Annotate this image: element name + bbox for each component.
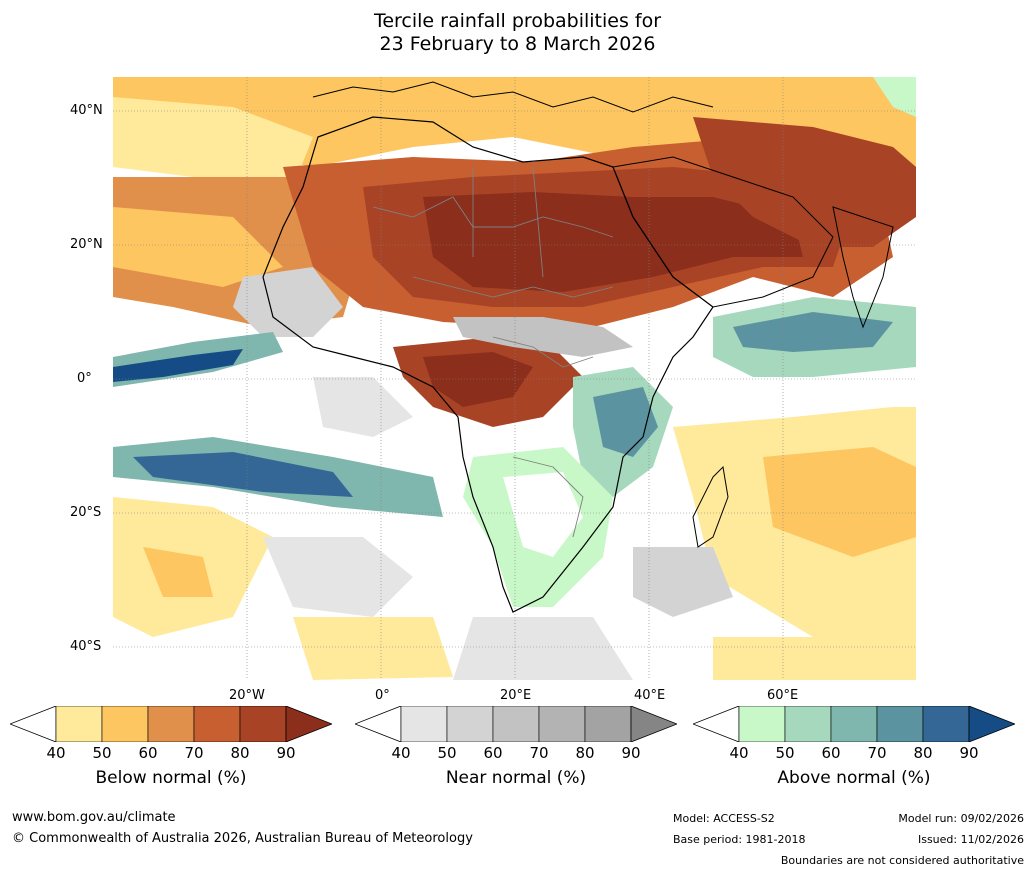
lat-label-40s: 40°S (70, 639, 102, 654)
colorbar-below-normal (8, 705, 334, 743)
colorbar-above-normal-title: Above normal (%) (777, 768, 931, 788)
colorbar-tick-label: 40 (46, 744, 66, 762)
colorbar-swatch (55, 705, 103, 743)
colorbar-tick-label: 50 (437, 744, 457, 762)
colorbar-swatch (738, 705, 786, 743)
colorbar-tick-label: 90 (959, 744, 979, 762)
colorbar-near-normal-swatches (353, 705, 679, 743)
colorbar-tick-label: 70 (867, 744, 887, 762)
map-title: Tercile rainfall probabilities for 23 Fe… (0, 10, 1035, 56)
colorbar-swatch (876, 705, 924, 743)
footer-model: Model: ACCESS-S2 (673, 812, 775, 825)
colorbar-tick-label: 40 (391, 744, 411, 762)
lon-label-0: 0° (375, 688, 390, 703)
colorbar-tick-label: 70 (184, 744, 204, 762)
colorbar-tick-label: 90 (276, 744, 296, 762)
footer-model-run: Model run: 09/02/2026 (898, 812, 1024, 825)
colorbar-tick-label: 60 (483, 744, 503, 762)
colorbar-low-extension (8, 705, 57, 743)
colorbar-low-extension (691, 705, 740, 743)
colorbar-tick-label: 70 (529, 744, 549, 762)
colorbar-low-extension (353, 705, 402, 743)
lon-label-60e: 60°E (767, 688, 799, 703)
colorbar-swatch (101, 705, 149, 743)
lat-label-20n: 20°N (70, 237, 103, 252)
map-canvas (113, 77, 916, 680)
colorbar-tick-label: 90 (621, 744, 641, 762)
colorbar-swatch (446, 705, 494, 743)
colorbar-below-normal-title: Below normal (%) (95, 768, 247, 788)
colorbar-high-extension (285, 705, 334, 743)
colorbar-tick-label: 60 (138, 744, 158, 762)
lat-label-40n: 40°N (70, 103, 103, 118)
colorbar-swatch (147, 705, 195, 743)
colorbar-swatch (239, 705, 287, 743)
colorbar-tick-label: 80 (913, 744, 933, 762)
footer-base-period: Base period: 1981-2018 (673, 833, 806, 846)
lat-label-20s: 20°S (70, 505, 102, 520)
colorbar-high-extension (968, 705, 1017, 743)
lon-label-20w: 20°W (229, 688, 265, 703)
colorbar-swatch (922, 705, 970, 743)
colorbar-swatch (830, 705, 878, 743)
footer-boundaries-note: Boundaries are not considered authoritat… (780, 854, 1024, 867)
footer-issued: Issued: 11/02/2026 (917, 833, 1024, 846)
lat-label-0: 0° (77, 371, 92, 386)
colorbar-swatch (193, 705, 241, 743)
colorbar-tick-label: 50 (92, 744, 112, 762)
colorbar-tick-label: 80 (230, 744, 250, 762)
colorbar-near-normal (353, 705, 679, 743)
colorbar-swatch (492, 705, 540, 743)
lon-label-20e: 20°E (500, 688, 532, 703)
footer-copyright: © Commonwealth of Australia 2026, Austra… (12, 831, 473, 846)
colorbar-swatch (538, 705, 586, 743)
colorbar-below-normal-swatches (8, 705, 334, 743)
lon-label-40e: 40°E (634, 688, 666, 703)
title-line-1: Tercile rainfall probabilities for (373, 10, 662, 32)
colorbar-swatch (784, 705, 832, 743)
colorbar-swatch (400, 705, 448, 743)
footer-url: www.bom.gov.au/climate (12, 810, 176, 825)
colorbar-tick-label: 60 (821, 744, 841, 762)
colorbar-high-extension (630, 705, 679, 743)
colorbar-near-normal-title: Near normal (%) (445, 768, 587, 788)
colorbar-tick-label: 50 (775, 744, 795, 762)
title-line-2: 23 February to 8 March 2026 (379, 33, 656, 55)
colorbar-swatch (584, 705, 632, 743)
colorbar-above-normal (691, 705, 1017, 743)
colorbar-above-normal-swatches (691, 705, 1017, 743)
colorbar-tick-label: 80 (575, 744, 595, 762)
colorbar-tick-label: 40 (729, 744, 749, 762)
rainfall-probability-map (113, 77, 916, 680)
